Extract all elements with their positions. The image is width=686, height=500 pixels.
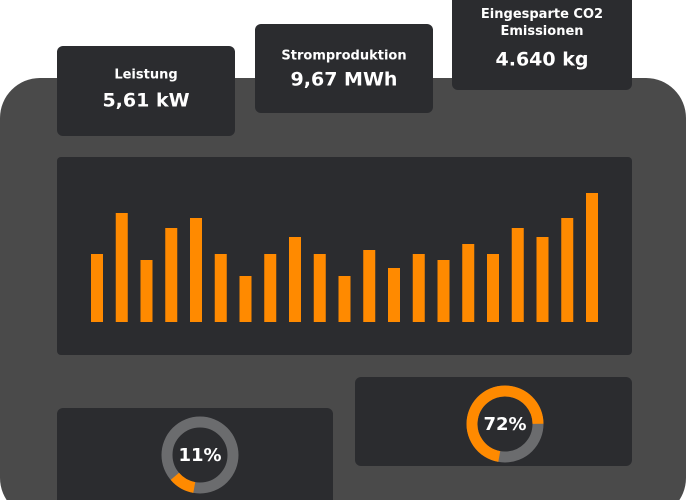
bar	[511, 228, 524, 322]
bar	[91, 254, 103, 322]
bar	[363, 250, 376, 322]
bar	[388, 268, 400, 322]
bar	[140, 260, 153, 322]
gauges: 11% 72%	[161, 385, 544, 494]
bar	[313, 254, 326, 322]
card-bg	[57, 46, 235, 136]
card-value: 9,67 MWh	[291, 69, 398, 91]
card-label: Stromproduktion	[281, 49, 406, 64]
card: Leistung 5,61 kW	[57, 46, 235, 136]
card-label: Eingesparte CO2 Emissionen	[480, 7, 604, 39]
gauge-label: 11%	[178, 445, 221, 466]
card-label: Leistung	[114, 68, 177, 83]
bar	[190, 218, 202, 322]
card: Stromproduktion 9,67 MWh	[255, 24, 433, 113]
bar	[437, 260, 450, 322]
gauge-card	[57, 408, 333, 500]
gauge-arc	[466, 385, 544, 463]
bar	[289, 237, 301, 322]
bar	[586, 193, 598, 322]
gauge-label: 72%	[483, 414, 526, 435]
card-label-box: Eingesparte CO2 Emissionen	[480, 7, 604, 39]
bar	[536, 237, 549, 322]
bar	[115, 213, 128, 322]
bar	[561, 218, 574, 322]
card: Eingesparte CO2 Emissionen 4.640 kg	[452, 0, 632, 90]
card-bg	[255, 24, 433, 113]
gauge-card	[355, 377, 632, 466]
bar	[412, 254, 425, 322]
bar	[338, 276, 351, 322]
bar	[214, 254, 227, 322]
card-value: 4.640 kg	[496, 49, 589, 71]
gauge-arc	[161, 416, 239, 494]
card-value: 5,61 kW	[102, 90, 189, 112]
card-bg	[452, 0, 632, 90]
bar	[264, 254, 277, 322]
bar	[165, 228, 178, 322]
bar	[239, 276, 252, 322]
bar	[462, 244, 475, 322]
gauge-track	[161, 416, 239, 494]
bar	[487, 254, 499, 322]
bar-chart	[91, 193, 598, 322]
